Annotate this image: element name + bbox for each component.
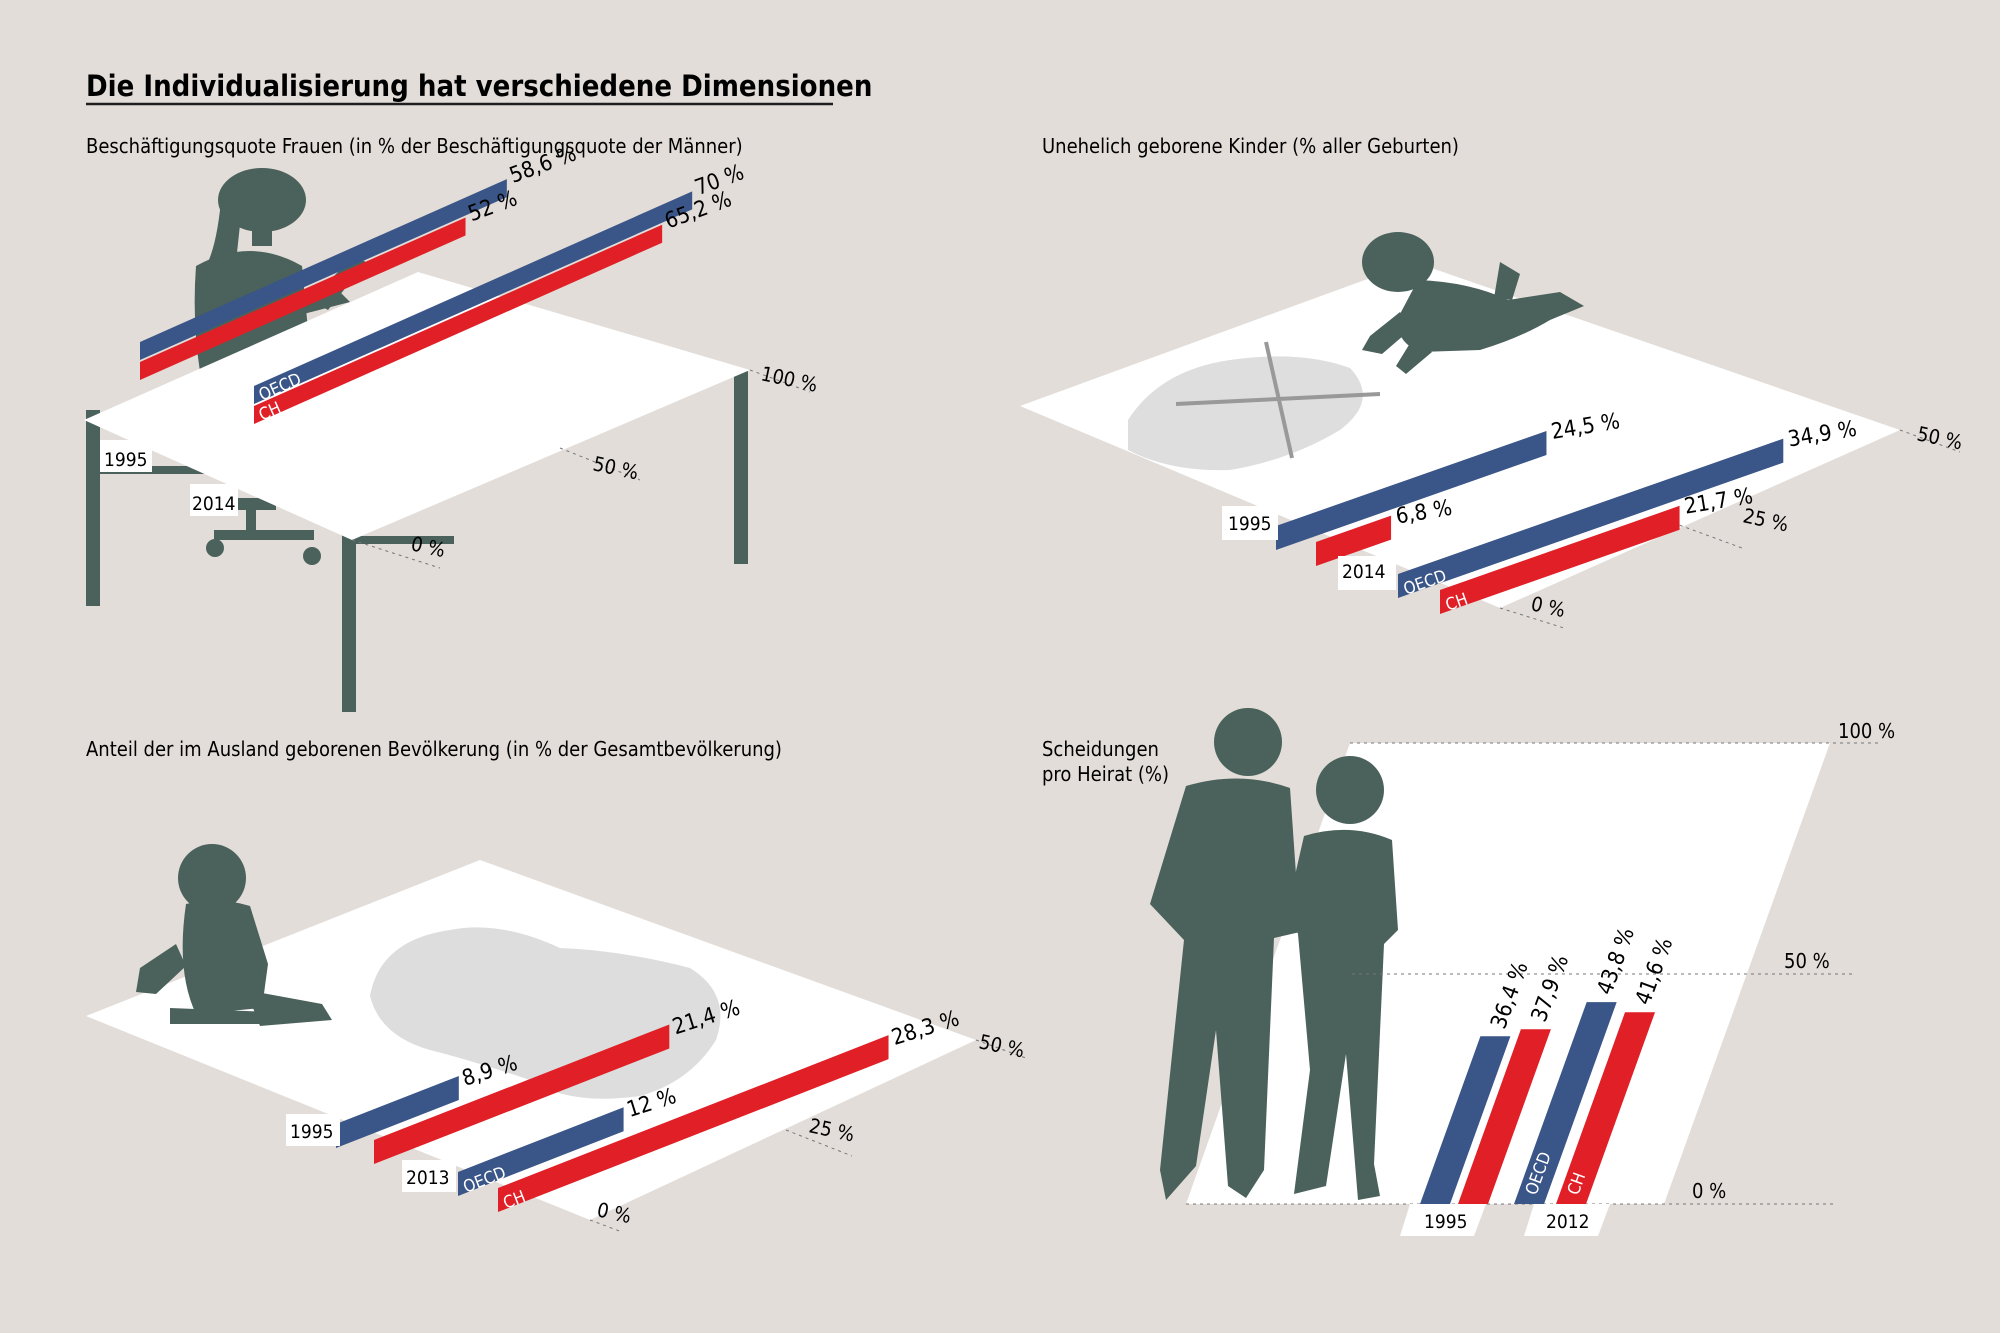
divorces-bar-oecd-1995	[1420, 1036, 1511, 1204]
foreign-born-guide-0	[589, 1219, 623, 1233]
ghost-couple-crossed-icon	[1128, 341, 1381, 471]
foreign-born-guide-50	[975, 1039, 1027, 1059]
divorces-bar-oecd-2012	[1514, 1002, 1617, 1204]
employment-bar-oecd-1995	[140, 179, 507, 360]
foreign-born-bar-oecd-2013	[458, 1107, 624, 1196]
employment-value-label-ch-1995: 52 %	[465, 186, 521, 227]
births-axis-max: 50 %	[1915, 421, 1965, 454]
divorces-bar-ch-1995	[1458, 1029, 1551, 1204]
foreign-born-category-2013: 2013	[406, 1167, 450, 1189]
births-floor	[1020, 262, 1900, 608]
employment-guide-0	[351, 539, 441, 569]
divorces-bar-ch-2012	[1556, 1012, 1656, 1204]
year-tag-box-2014	[190, 484, 238, 516]
year-tag-box-1995	[1400, 1204, 1486, 1236]
births-category-2014: 2014	[1342, 561, 1386, 583]
divorces-category-2012: 2012	[1546, 1211, 1590, 1233]
divorces-axis-max: 100 %	[1838, 719, 1895, 743]
employment-bar-oecd-2014	[254, 191, 693, 404]
page-title: Die Individualisierung hat verschiedene …	[86, 69, 872, 103]
employment-bar-ch-2014	[254, 224, 663, 424]
employment-category-2014: 2014	[192, 493, 236, 515]
divorces-axis-zero: 0 %	[1692, 1179, 1726, 1203]
year-tag-box-2014	[1338, 556, 1396, 590]
employment-guide-50	[559, 447, 641, 481]
foreign-born-axis-max: 50 %	[977, 1029, 1027, 1062]
births-bar-ch-1995	[1316, 515, 1392, 566]
foreign-born-bar-oecd-1995	[336, 1075, 459, 1148]
employment-axis-mid: 50 %	[591, 451, 641, 484]
births-bar-ch-2014	[1440, 505, 1680, 614]
foreign-born-category-1995: 1995	[290, 1121, 334, 1143]
foreign-born-bar-ch-2013	[498, 1035, 889, 1212]
employment-bar-ch-1995	[140, 217, 466, 380]
employment-category-1995: 1995	[104, 449, 148, 471]
couple-silhouette-icon	[1150, 708, 1398, 1200]
foreign-born-chart-title: Anteil der im Ausland geborenen Bevölker…	[86, 737, 782, 761]
crawling-baby-silhouette-icon	[1362, 232, 1584, 374]
divorces-chart-title-line2: pro Heirat (%)	[1042, 762, 1169, 786]
year-tag-box-2013	[402, 1160, 456, 1192]
year-tag-box-1995	[286, 1114, 340, 1146]
sitting-baby-silhouette-icon	[136, 844, 332, 1026]
employment-chart-title: Beschäftigungsquote Frauen (in % der Bes…	[86, 134, 743, 158]
desk-top	[84, 272, 750, 540]
year-tag-box-1995	[100, 440, 152, 472]
year-tag-box-2012	[1524, 1204, 1610, 1236]
employment-axis-max: 100 %	[759, 361, 820, 396]
foreign-born-guide-25	[785, 1129, 853, 1157]
foreign-born-bar-ch-1995	[374, 1024, 670, 1164]
divorces-chart-title: Scheidungen	[1042, 737, 1159, 761]
divorces-category-1995: 1995	[1424, 1211, 1468, 1233]
births-bar-oecd-2014	[1398, 438, 1784, 598]
births-bar-oecd-1995	[1276, 430, 1547, 550]
births-chart-title: Unehelich geborene Kinder (% aller Gebur…	[1042, 134, 1459, 158]
year-tag-box-1995	[1222, 506, 1278, 540]
divorces-axis-mid: 50 %	[1784, 949, 1830, 973]
births-category-1995: 1995	[1228, 513, 1272, 535]
births-axis-zero: 0 %	[1529, 591, 1568, 622]
